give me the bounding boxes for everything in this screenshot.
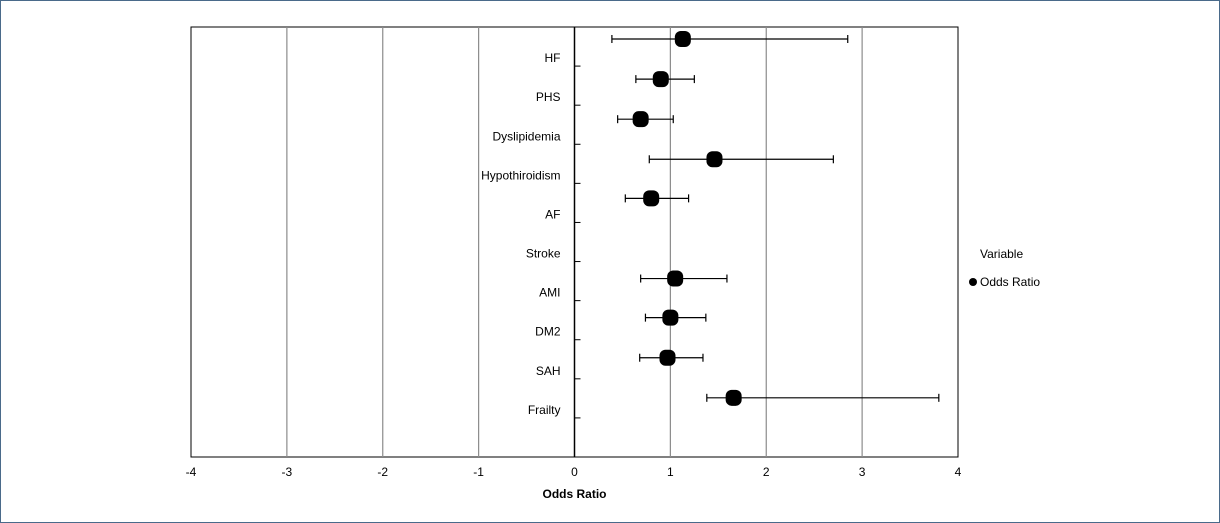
odds-ratio-point	[632, 111, 649, 128]
category-label: SAH	[536, 364, 561, 378]
odds-ratio-point	[725, 389, 742, 406]
error-bars	[611, 35, 940, 402]
legend: Variable Odds Ratio	[969, 247, 1040, 289]
legend-title: Variable	[980, 247, 1023, 261]
odds-ratio-point	[706, 151, 723, 168]
x-tick-label: 0	[571, 465, 578, 479]
x-tick-labels: -4 -3 -2 -1 0 1 2 3 4	[186, 465, 962, 479]
category-label: Dyslipidemia	[492, 129, 560, 143]
data-points	[632, 31, 742, 406]
category-label: HF	[545, 51, 561, 65]
odds-ratio-point	[659, 349, 676, 366]
x-tick-label: -1	[473, 465, 484, 479]
x-tick-label: 3	[859, 465, 866, 479]
y-axis-ticks	[574, 26, 581, 458]
legend-entry-odds-ratio: Odds Ratio	[980, 275, 1040, 289]
category-label: DM2	[535, 325, 561, 339]
category-labels: HF PHS Dyslipidemia Hypothiroidism AF Stroke A…	[481, 51, 561, 417]
x-axis-label: Odds Ratio	[542, 487, 606, 501]
odds-ratio-point	[667, 270, 684, 287]
odds-ratio-point	[652, 71, 669, 88]
odds-ratio-point	[674, 31, 691, 47]
legend-marker	[969, 278, 977, 286]
category-label: AF	[545, 207, 560, 221]
category-label: Frailty	[528, 403, 561, 417]
x-tick-label: -2	[377, 465, 388, 479]
odds-ratio-point	[643, 190, 660, 207]
odds-ratio-point	[662, 309, 679, 326]
category-label: PHS	[536, 90, 561, 104]
x-tick-label: -3	[282, 465, 293, 479]
x-tick-label: 4	[955, 465, 962, 479]
x-tick-label: 1	[667, 465, 674, 479]
category-label: Stroke	[526, 247, 561, 261]
x-tick-label: -4	[186, 465, 197, 479]
x-tick-label: 2	[763, 465, 770, 479]
category-label: Hypothiroidism	[481, 168, 560, 182]
category-label: AMI	[539, 286, 560, 300]
